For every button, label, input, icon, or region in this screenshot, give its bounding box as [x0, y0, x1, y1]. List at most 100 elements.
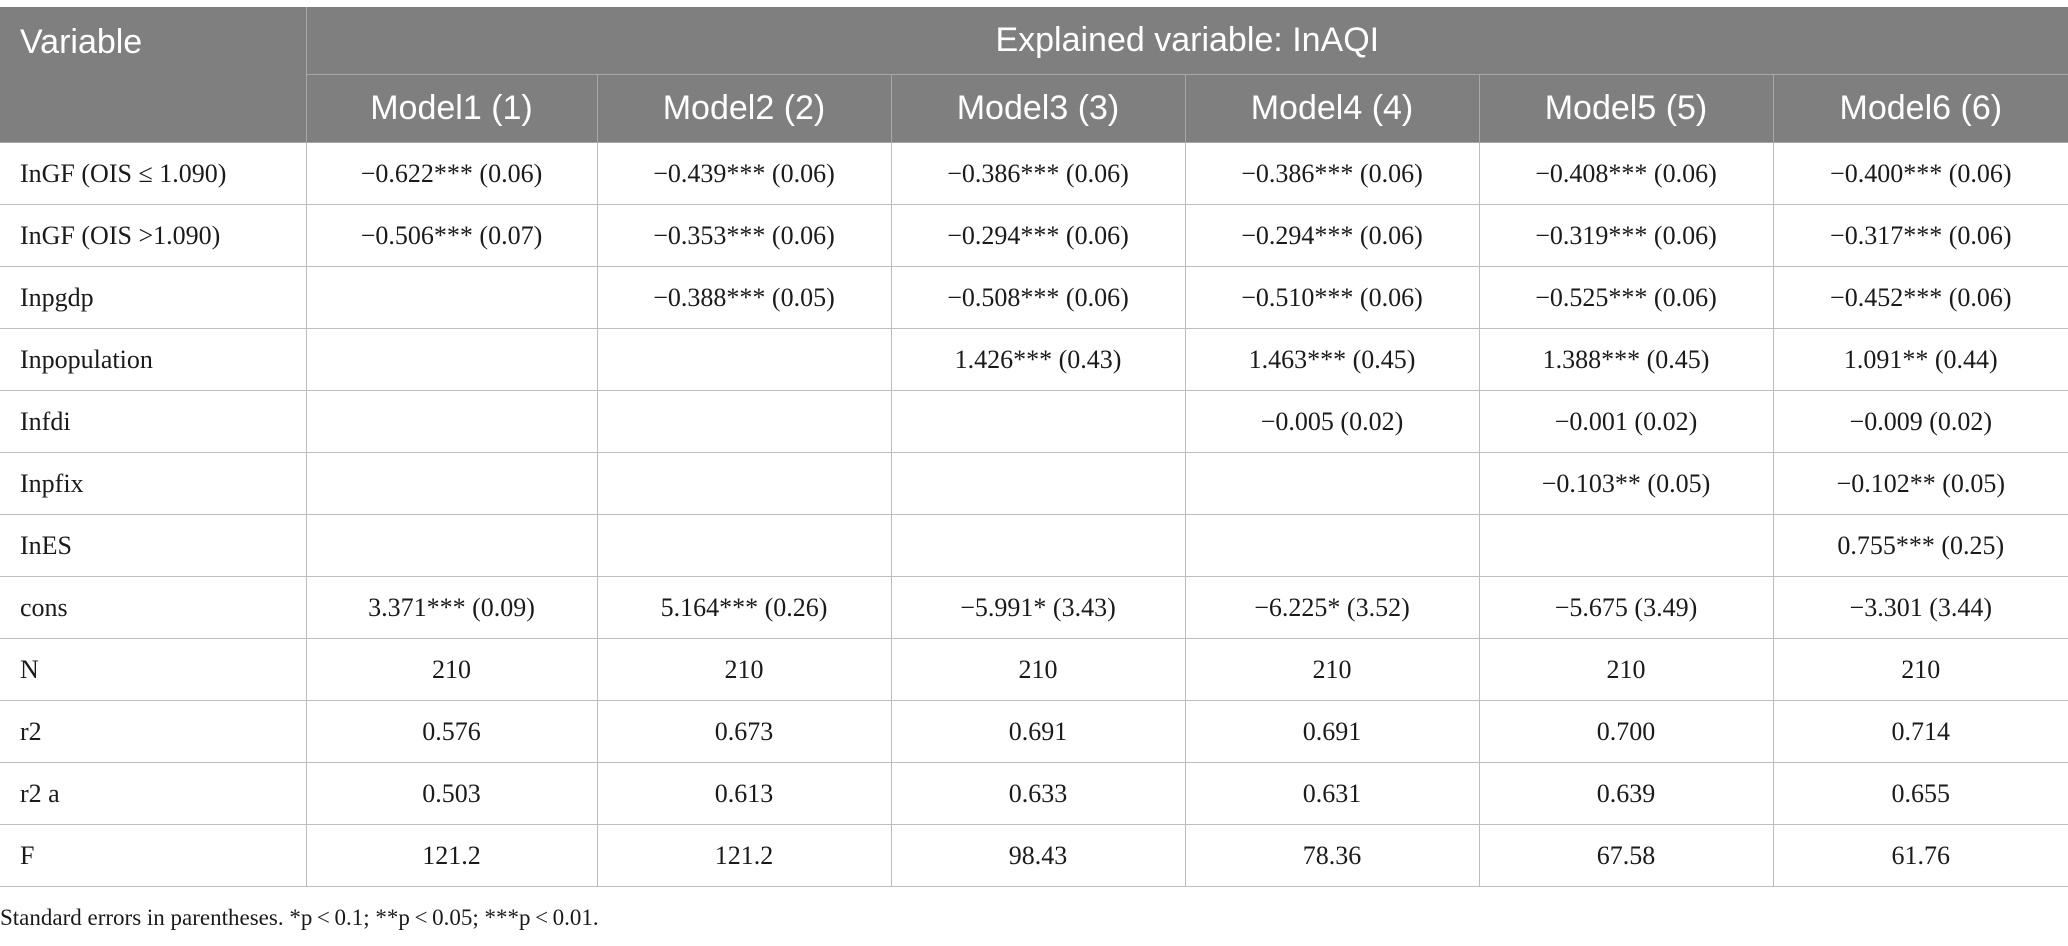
- coefficient-cell: −0.386*** (0.06): [1185, 142, 1480, 205]
- regression-table: Variable Explained variable: InAQI Model…: [0, 7, 2068, 887]
- coefficient-cell: −0.408*** (0.06): [1479, 142, 1774, 205]
- coefficient-cell: −0.102** (0.05): [1773, 452, 2068, 515]
- table-row: Inpfix −0.103** (0.05) −0.102** (0.05): [0, 452, 2068, 515]
- variable-name-cell: Infdi: [0, 390, 307, 453]
- coefficient-cell: −5.991* (3.43): [891, 576, 1186, 639]
- table-row: r2 0.576 0.673 0.691 0.691 0.700 0.714: [0, 700, 2068, 763]
- coefficient-cell: [597, 390, 892, 453]
- variable-name-cell: Inpopulation: [0, 328, 307, 391]
- coefficient-cell: −0.452*** (0.06): [1773, 266, 2068, 329]
- coefficient-cell: 3.371*** (0.09): [306, 576, 598, 639]
- coefficient-cell: [306, 328, 598, 391]
- coefficient-cell: 1.091** (0.44): [1773, 328, 2068, 391]
- coefficient-cell: −5.675 (3.49): [1479, 576, 1774, 639]
- coefficient-cell: −0.319*** (0.06): [1479, 204, 1774, 267]
- statistic-cell: 210: [597, 638, 892, 701]
- table-row: F 121.2 121.2 98.43 78.36 67.58 61.76: [0, 824, 2068, 887]
- statistic-cell: 0.714: [1773, 700, 2068, 763]
- coefficient-cell: [891, 452, 1186, 515]
- coefficient-cell: −0.388*** (0.05): [597, 266, 892, 329]
- coefficient-cell: −0.103** (0.05): [1479, 452, 1774, 515]
- coefficient-cell: −0.510*** (0.06): [1185, 266, 1480, 329]
- table-row: Infdi −0.005 (0.02) −0.001 (0.02) −0.009…: [0, 390, 2068, 453]
- coefficient-cell: [306, 514, 598, 577]
- statistic-cell: 0.673: [597, 700, 892, 763]
- table-row: cons 3.371*** (0.09) 5.164*** (0.26) −5.…: [0, 576, 2068, 639]
- variable-column-header: Variable: [0, 7, 307, 143]
- coefficient-cell: [891, 390, 1186, 453]
- statistic-cell: 0.691: [1185, 700, 1480, 763]
- coefficient-cell: −0.001 (0.02): [1479, 390, 1774, 453]
- coefficient-cell: −0.439*** (0.06): [597, 142, 892, 205]
- coefficient-cell: −6.225* (3.52): [1185, 576, 1480, 639]
- model-header-2: Model2 (2): [597, 74, 892, 143]
- table-row: r2 a 0.503 0.613 0.633 0.631 0.639 0.655: [0, 762, 2068, 825]
- model-header-4: Model4 (4): [1185, 74, 1480, 143]
- variable-name-cell: InGF (OIS ≤ 1.090): [0, 142, 307, 205]
- statistic-cell: 210: [891, 638, 1186, 701]
- statistic-cell: 0.631: [1185, 762, 1480, 825]
- coefficient-cell: −0.294*** (0.06): [891, 204, 1186, 267]
- coefficient-cell: 1.463*** (0.45): [1185, 328, 1480, 391]
- header-row-models: Model1 (1) Model2 (2) Model3 (3) Model4 …: [0, 74, 2068, 143]
- table-row: N 210 210 210 210 210 210: [0, 638, 2068, 701]
- variable-name-cell: r2: [0, 700, 307, 763]
- variable-name-cell: r2 a: [0, 762, 307, 825]
- coefficient-cell: [306, 452, 598, 515]
- statistic-cell: 210: [1479, 638, 1774, 701]
- header-row-group: Variable Explained variable: InAQI: [0, 7, 2068, 143]
- model-header-5: Model5 (5): [1479, 74, 1774, 143]
- model-header-3: Model3 (3): [891, 74, 1186, 143]
- statistic-cell: 0.700: [1479, 700, 1774, 763]
- coefficient-cell: [1479, 514, 1774, 577]
- table-body: InGF (OIS ≤ 1.090) −0.622*** (0.06) −0.4…: [0, 142, 2068, 887]
- statistic-cell: 61.76: [1773, 824, 2068, 887]
- coefficient-cell: −0.506*** (0.07): [306, 204, 598, 267]
- coefficient-cell: −0.294*** (0.06): [1185, 204, 1480, 267]
- table-footnote: Standard errors in parentheses. *p < 0.1…: [0, 905, 599, 930]
- coefficient-cell: −0.386*** (0.06): [891, 142, 1186, 205]
- coefficient-cell: [597, 328, 892, 391]
- variable-name-cell: InES: [0, 514, 307, 577]
- explained-variable-header: Explained variable: InAQI: [306, 7, 2068, 75]
- coefficient-cell: −0.508*** (0.06): [891, 266, 1186, 329]
- variable-name-cell: cons: [0, 576, 307, 639]
- statistic-cell: 0.655: [1773, 762, 2068, 825]
- variable-name-cell: Inpfix: [0, 452, 307, 515]
- variable-name-cell: InGF (OIS >1.090): [0, 204, 307, 267]
- coefficient-cell: −0.525*** (0.06): [1479, 266, 1774, 329]
- statistic-cell: 0.633: [891, 762, 1186, 825]
- statistic-cell: 210: [1185, 638, 1480, 701]
- coefficient-cell: −0.009 (0.02): [1773, 390, 2068, 453]
- statistic-cell: 121.2: [597, 824, 892, 887]
- coefficient-cell: −0.353*** (0.06): [597, 204, 892, 267]
- coefficient-cell: [597, 514, 892, 577]
- variable-name-cell: Inpgdp: [0, 266, 307, 329]
- model-header-6: Model6 (6): [1773, 74, 2068, 143]
- coefficient-cell: [306, 390, 598, 453]
- coefficient-cell: [1185, 514, 1480, 577]
- coefficient-cell: 1.426*** (0.43): [891, 328, 1186, 391]
- coefficient-cell: −0.622*** (0.06): [306, 142, 598, 205]
- statistic-cell: 67.58: [1479, 824, 1774, 887]
- statistic-cell: 0.613: [597, 762, 892, 825]
- coefficient-cell: 1.388*** (0.45): [1479, 328, 1774, 391]
- statistic-cell: 0.691: [891, 700, 1186, 763]
- regression-table-container: Variable Explained variable: InAQI Model…: [0, 7, 2068, 887]
- statistic-cell: 210: [1773, 638, 2068, 701]
- coefficient-cell: [306, 266, 598, 329]
- statistic-cell: 121.2: [306, 824, 598, 887]
- variable-name-cell: N: [0, 638, 307, 701]
- coefficient-cell: 0.755*** (0.25): [1773, 514, 2068, 577]
- table-row: InGF (OIS ≤ 1.090) −0.622*** (0.06) −0.4…: [0, 142, 2068, 205]
- statistic-cell: 78.36: [1185, 824, 1480, 887]
- statistic-cell: 0.639: [1479, 762, 1774, 825]
- statistic-cell: 0.503: [306, 762, 598, 825]
- coefficient-cell: −0.317*** (0.06): [1773, 204, 2068, 267]
- coefficient-cell: −0.005 (0.02): [1185, 390, 1480, 453]
- table-row: Inpgdp −0.388*** (0.05) −0.508*** (0.06)…: [0, 266, 2068, 329]
- coefficient-cell: [1185, 452, 1480, 515]
- variable-name-cell: F: [0, 824, 307, 887]
- statistic-cell: 98.43: [891, 824, 1186, 887]
- table-row: Inpopulation 1.426*** (0.43) 1.463*** (0…: [0, 328, 2068, 391]
